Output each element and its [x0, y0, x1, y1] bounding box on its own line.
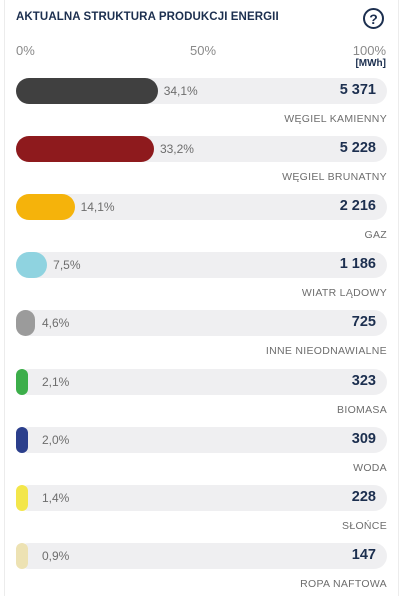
bar-category-label: INNE NIEODNAWIALNE [265, 345, 387, 358]
bar-value-label: 5 228 [339, 140, 376, 157]
bar-value-label: 2 216 [339, 198, 376, 215]
bar-percent-label: 33,2% [159, 142, 194, 157]
bar-percent-label: 0,9% [42, 548, 70, 563]
bar-category-label: WĘGIEL KAMIENNY [284, 113, 387, 125]
bar-value-label: 228 [351, 488, 376, 505]
bar-fill [16, 136, 154, 163]
scale-label-max: 100% [352, 43, 386, 58]
bar-row: 2,1% 323 BIOMASA [16, 368, 387, 425]
bar-percent-label: 1,4% [42, 490, 70, 505]
bar-category-label: WĘGIEL BRUNATNY [282, 171, 387, 184]
bar-value-label: 1 186 [339, 256, 376, 273]
bar-value-label: 725 [351, 314, 376, 331]
bar-row: 33,2% 5 228 WĘGIEL BRUNATNY [16, 136, 387, 192]
bar-row: 1,4% 228 SŁOŃCE [16, 484, 387, 541]
bar-fill [16, 252, 48, 279]
bar-track [16, 136, 387, 163]
bar-fill [16, 542, 28, 569]
bar-track [16, 484, 387, 511]
bar-category-label: GAZ [364, 229, 387, 242]
bar-track [16, 78, 387, 104]
bar-fill [16, 368, 28, 395]
bar-row: 2,0% 309 WODA [16, 426, 387, 483]
bar-track [16, 426, 387, 453]
scale-label-mid: 50% [190, 43, 217, 58]
chart-title: AKTUALNA STRUKTURA PRODUKCJI ENERGII [16, 11, 279, 23]
bar-fill [16, 78, 158, 104]
bar-percent-label: 7,5% [53, 258, 81, 273]
question-circle-icon[interactable]: ? [363, 8, 384, 29]
bar-value-label: 5 371 [339, 82, 376, 98]
bar-row: 34,1% 5 371 WĘGIEL KAMIENNY [16, 78, 387, 134]
bar-category-label: ROPA NAFTOWA [300, 577, 387, 590]
bar-row: 7,5% 1 186 WIATR LĄDOWY [16, 252, 387, 308]
bar-fill [16, 484, 28, 511]
bar-track [16, 368, 387, 395]
bar-category-label: WIATR LĄDOWY [301, 287, 387, 300]
scale-label-min: 0% [16, 43, 35, 58]
bar-track [16, 252, 387, 279]
bar-percent-label: 2,0% [42, 432, 70, 447]
bar-value-label: 309 [351, 430, 376, 447]
bar-row: 4,6% 725 INNE NIEODNAWIALNE [16, 310, 387, 366]
bar-fill [16, 310, 36, 337]
bar-track [16, 194, 387, 221]
unit-label: [MWh] [355, 58, 386, 69]
bar-row: 0,9% 147 ROPA NAFTOWA [16, 542, 387, 599]
bar-value-label: 147 [351, 546, 376, 563]
bar-track [16, 310, 387, 337]
bar-row: 14,1% 2 216 GAZ [16, 194, 387, 250]
bar-percent-label: 2,1% [42, 374, 70, 389]
bar-category-label: WODA [353, 461, 387, 474]
bar-track [16, 542, 387, 569]
bar-percent-label: 14,1% [80, 200, 115, 215]
card-frame [4, 0, 399, 596]
bar-category-label: BIOMASA [337, 403, 387, 416]
bar-fill [16, 194, 75, 221]
bar-percent-label: 4,6% [42, 316, 70, 331]
bar-value-label: 323 [351, 372, 376, 389]
bar-category-label: SŁOŃCE [342, 519, 387, 532]
bar-fill [16, 426, 28, 453]
bar-percent-label: 34,1% [163, 84, 198, 98]
